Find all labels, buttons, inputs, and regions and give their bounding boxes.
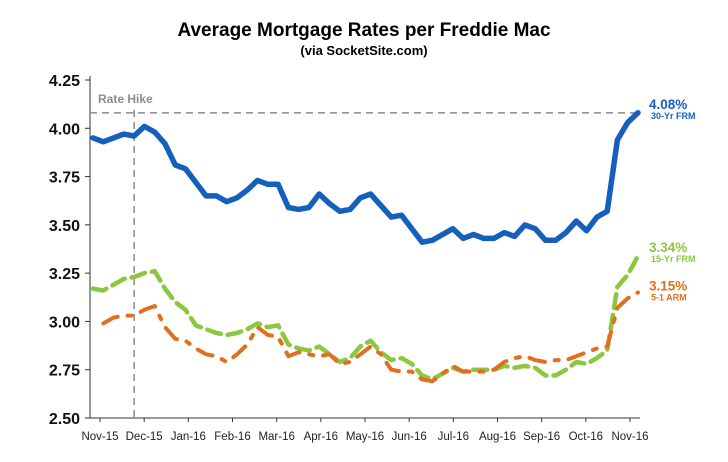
x-tick-label: May-16 bbox=[346, 431, 384, 443]
series-line-1 bbox=[90, 110, 641, 245]
chart-axes: 2.50 2.75 3.00 3.25 3.50 3.75 4.00 4.25 Nov-15 De… bbox=[49, 73, 649, 443]
x-tick-label: Nov-16 bbox=[611, 431, 648, 443]
reference-lines: Rate Hike bbox=[90, 92, 638, 418]
y-tick-label: 2.50 bbox=[49, 411, 80, 428]
x-tick-label: Aug-16 bbox=[479, 431, 516, 443]
y-tick-label: 3.25 bbox=[49, 266, 80, 283]
x-tick-label: Nov-15 bbox=[81, 431, 118, 443]
rate-hike-label: Rate Hike bbox=[98, 92, 153, 106]
y-tick-label: 3.00 bbox=[49, 314, 80, 331]
x-tick-label: Oct-16 bbox=[569, 431, 604, 443]
x-tick-label: Jun-16 bbox=[392, 431, 427, 443]
x-tick-label: Dec-15 bbox=[126, 431, 163, 443]
y-tick-label: 3.75 bbox=[49, 170, 80, 187]
y-tick-label: 4.25 bbox=[49, 73, 80, 90]
series-end-value: 3.15% bbox=[649, 278, 687, 293]
series-end-name: 30-Yr FRM bbox=[651, 111, 696, 121]
series-end-value: 4.08% bbox=[649, 97, 687, 112]
chart-title: Average Mortgage Rates per Freddie Mac bbox=[177, 20, 551, 41]
chart-subtitle: (via SocketSite.com) bbox=[300, 43, 428, 58]
series-end-name: 5-1 ARM bbox=[651, 292, 687, 302]
end-labels: 4.08%30-Yr FRM 3.34%15-Yr FRM 3.15%5-1 ARM bbox=[649, 97, 696, 303]
series-line-3 bbox=[101, 290, 640, 384]
x-tick-label: Apr-16 bbox=[304, 431, 339, 443]
series-line-2 bbox=[90, 253, 641, 382]
x-tick-label: Feb-16 bbox=[214, 431, 250, 443]
x-tick-label: Mar-16 bbox=[258, 431, 294, 443]
y-tick-label: 3.50 bbox=[49, 218, 80, 235]
y-tick-label: 2.75 bbox=[49, 363, 80, 380]
series-end-value: 3.34% bbox=[649, 240, 687, 255]
x-tick-label: Sep-16 bbox=[523, 431, 560, 443]
x-tick-label: Jul-16 bbox=[438, 431, 469, 443]
series-end-name: 15-Yr FRM bbox=[651, 254, 696, 264]
y-tick-label: 4.00 bbox=[49, 121, 80, 138]
chart-series bbox=[90, 110, 641, 384]
x-tick-label: Jan-16 bbox=[171, 431, 206, 443]
